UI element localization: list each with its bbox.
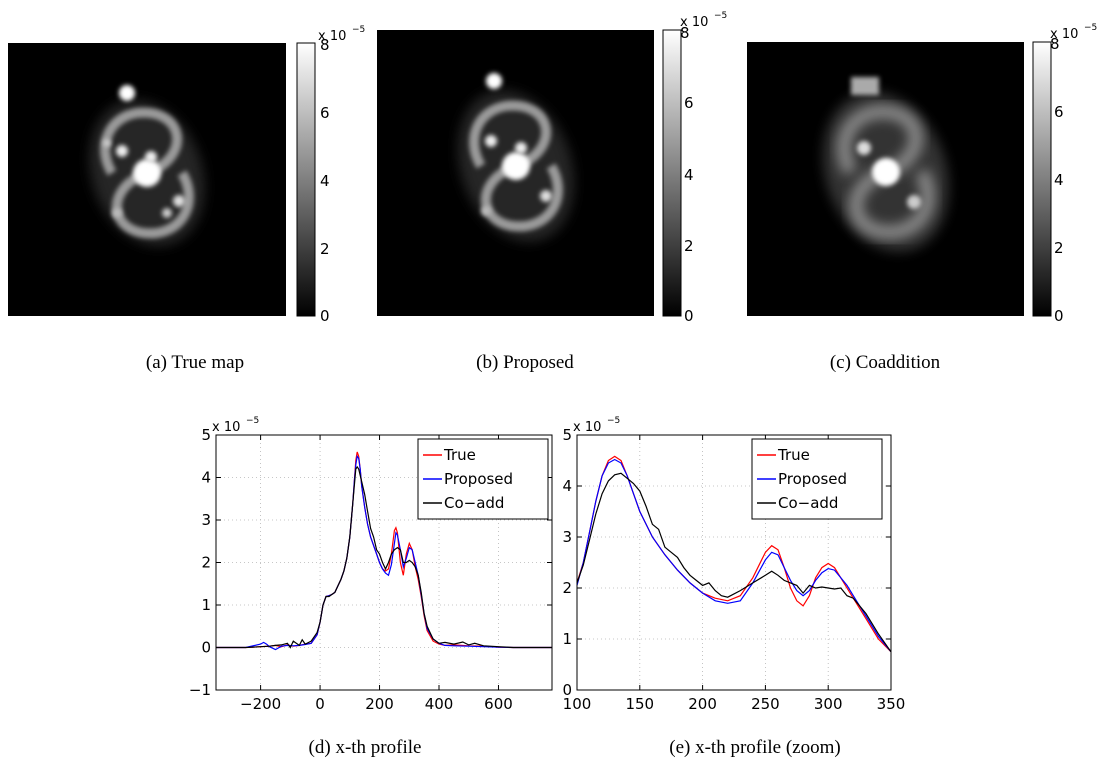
- colorbar-tick-label: 6: [1054, 103, 1064, 121]
- exponent-power: −5: [1084, 23, 1097, 33]
- series-line-co-add: [576, 472, 892, 653]
- exponent-power: −5: [714, 11, 727, 21]
- coaddition-map-colorbar-exponent: x 10 −5: [1050, 23, 1097, 42]
- x-tick-label: 300: [814, 695, 843, 713]
- exponent-base: x 10: [212, 420, 240, 435]
- legend: True Proposed Co−add: [417, 438, 549, 520]
- y-tick-label: 0: [562, 681, 572, 699]
- colorbar-tick-label: 4: [1054, 171, 1064, 189]
- series-group: [216, 451, 552, 651]
- profile-plot-svg: −200 0 200 400 600 −1 0 1 2 3 4 5 x 10 −5 True Proposed…: [189, 416, 553, 713]
- colorbar-tick-label: 4: [320, 172, 330, 190]
- exponent-base: x 10: [318, 29, 346, 44]
- true-map-colorbar-exponent: x 10 −5: [318, 25, 365, 44]
- colorbar-tick-label: 2: [320, 240, 330, 258]
- colorbar-tick-label: 8: [320, 36, 330, 54]
- image-panel-proposed: 0 2 4 6 8 x 10 −5: [370, 0, 740, 330]
- x-tick-label: 250: [751, 695, 780, 713]
- galaxy-proposed: [457, 73, 575, 242]
- exponent-power: −5: [607, 416, 620, 426]
- legend: True Proposed Co−add: [751, 438, 883, 520]
- series-line-proposed: [576, 458, 892, 653]
- axis-ticks: 100 150 200 250 300 350 0 1 2 3 4 5: [562, 426, 905, 713]
- x-tick-label: 200: [365, 695, 394, 713]
- proposed-map-svg: 0 2 4 6 8 x 10 −5: [377, 11, 727, 325]
- colorbar-tick-label: 8: [1050, 35, 1060, 53]
- legend-label: Co−add: [778, 494, 838, 512]
- series-line-co-add: [216, 465, 552, 649]
- y-tick-label: 4: [201, 469, 211, 487]
- proposed-map-colorbar: [662, 29, 682, 317]
- colorbar-tick-label: 6: [684, 94, 694, 112]
- x-tick-label: 0: [315, 695, 325, 713]
- image-panel-coaddition: 0 2 4 6 8 x 10 −5: [740, 0, 1103, 330]
- exponent-power: −5: [352, 25, 365, 35]
- y-tick-label: 5: [562, 426, 572, 444]
- colorbar-tick-label: 0: [684, 307, 694, 325]
- legend-label: Proposed: [778, 470, 847, 488]
- true-map-colorbar: [296, 42, 316, 317]
- caption-proposed: (b) Proposed: [476, 352, 574, 373]
- galaxy-true: [89, 85, 205, 246]
- profile-plot-panel: −200 0 200 400 600 −1 0 1 2 3 4 5 x 10 −5 True Proposed…: [180, 415, 560, 715]
- y-tick-label: 3: [201, 511, 211, 529]
- proposed-map-colorbar-ticks: 0 2 4 6 8: [680, 24, 694, 325]
- y-tick-label: 2: [562, 579, 572, 597]
- caption-true-map: (a) True map: [145, 352, 245, 373]
- exponent-base: x 10: [680, 15, 708, 30]
- x-tick-label: 600: [484, 695, 513, 713]
- x-tick-label: 400: [425, 695, 454, 713]
- image-panel-true-map: 0 2 4 6 8 x 10 −5: [0, 0, 370, 330]
- coaddition-map-colorbar-ticks: 0 2 4 6 8: [1050, 35, 1064, 325]
- x-tick-label: 100: [563, 695, 592, 713]
- colorbar-tick-label: 2: [1054, 239, 1064, 257]
- series-group: [576, 455, 892, 653]
- colorbar-tick-label: 2: [684, 237, 694, 255]
- y-tick-label: −1: [189, 681, 211, 699]
- legend-label: True: [443, 446, 476, 464]
- coaddition-map-svg: 0 2 4 6 8 x 10 −5: [747, 23, 1097, 325]
- x-tick-label: −200: [240, 695, 281, 713]
- axes-frame: [576, 434, 892, 691]
- proposed-map-colorbar-exponent: x 10 −5: [680, 11, 727, 30]
- exponent-base: x 10: [573, 420, 601, 435]
- x-tick-label: 150: [625, 695, 654, 713]
- legend-label: Proposed: [444, 470, 513, 488]
- y-exponent: x 10 −5: [212, 416, 259, 435]
- y-tick-label: 4: [562, 477, 572, 495]
- caption-profile-zoom: (e) x-th profile (zoom): [669, 737, 841, 758]
- y-tick-label: 5: [201, 426, 211, 444]
- x-tick-label: 200: [688, 695, 717, 713]
- profile-zoom-plot-panel: 100 150 200 250 300 350 0 1 2 3 4 5 x 10 −5 True Propos…: [540, 415, 940, 715]
- y-tick-label: 3: [562, 528, 572, 546]
- y-exponent: x 10 −5: [573, 416, 620, 435]
- y-tick-label: 1: [562, 630, 572, 648]
- y-tick-label: 1: [201, 596, 211, 614]
- x-tick-label: 350: [877, 695, 906, 713]
- colorbar-tick-label: 8: [680, 24, 690, 42]
- colorbar-tick-label: 4: [684, 166, 694, 184]
- colorbar-tick-label: 0: [320, 307, 330, 325]
- y-tick-label: 0: [201, 639, 211, 657]
- axis-ticks: −200 0 200 400 600 −1 0 1 2 3 4 5: [189, 426, 552, 713]
- coaddition-map-colorbar: [1032, 41, 1052, 317]
- colorbar-tick-label: 6: [320, 104, 330, 122]
- y-tick-label: 2: [201, 554, 211, 572]
- colorbar-tick-label: 0: [1054, 307, 1064, 325]
- true-map-colorbar-ticks: 0 2 4 6 8: [320, 36, 330, 325]
- legend-label: Co−add: [444, 494, 504, 512]
- true-map-svg: 0 2 4 6 8 x 10 −5: [8, 25, 365, 325]
- caption-profile: (d) x-th profile: [308, 737, 422, 758]
- caption-coaddition: (c) Coaddition: [829, 352, 941, 373]
- exponent-base: x 10: [1050, 27, 1078, 42]
- galaxy-coaddition: [823, 77, 949, 252]
- profile-zoom-plot-svg: 100 150 200 250 300 350 0 1 2 3 4 5 x 10 −5 True Propos…: [562, 416, 905, 713]
- exponent-power: −5: [246, 416, 259, 426]
- legend-label: True: [777, 446, 810, 464]
